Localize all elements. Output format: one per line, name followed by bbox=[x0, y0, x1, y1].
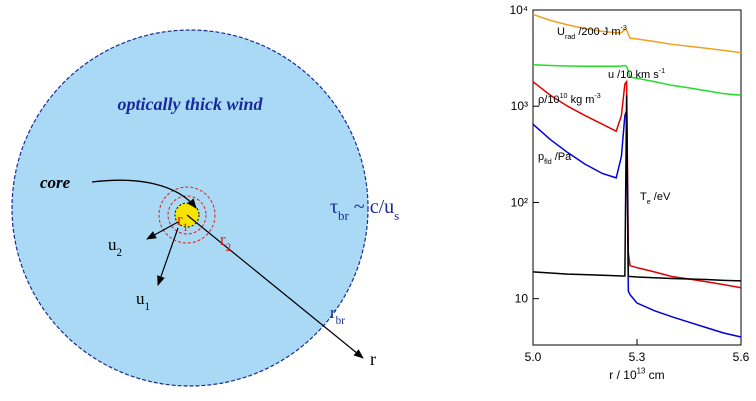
subscript: 2 bbox=[117, 247, 123, 259]
text-part: r / 10 bbox=[609, 368, 637, 382]
subscript: br bbox=[336, 315, 346, 327]
wind-label: optically thick wind bbox=[117, 94, 263, 114]
x-tick-label: 5.0 bbox=[525, 350, 542, 364]
series-line bbox=[533, 82, 741, 288]
series-label: u /10 km s-1 bbox=[608, 67, 665, 81]
subscript: 2 bbox=[226, 242, 232, 254]
superscript: -3 bbox=[621, 24, 627, 32]
subscript: rad bbox=[565, 33, 575, 41]
x-axis-label: r / 1013 cm bbox=[609, 367, 664, 382]
r-label: r bbox=[370, 349, 376, 369]
superscript: -1 bbox=[659, 67, 665, 75]
y-tick-label: 10⁴ bbox=[509, 3, 528, 17]
text-part: u /10 km s bbox=[608, 69, 659, 81]
text-part: /Pa bbox=[552, 151, 572, 163]
y-tick-label: 10² bbox=[511, 195, 528, 209]
y-tick-label: 10³ bbox=[511, 99, 528, 113]
text-part: U bbox=[557, 26, 565, 38]
text-part: ρ/10 bbox=[538, 94, 560, 106]
superscript: 13 bbox=[637, 367, 646, 376]
plot-frame bbox=[533, 10, 741, 345]
subscript: 1 bbox=[145, 301, 151, 313]
series-line bbox=[533, 111, 741, 337]
series-label: Urad /200 J m-3 bbox=[557, 24, 627, 41]
subscript: 1 bbox=[183, 222, 189, 234]
text-part: cm bbox=[645, 368, 664, 382]
subscript: br bbox=[338, 208, 350, 223]
series-line bbox=[533, 95, 741, 281]
superscript: 10 bbox=[560, 92, 568, 100]
x-tick-label: 5.6 bbox=[733, 350, 750, 364]
text-part: ~ c/u bbox=[349, 196, 394, 218]
subscript: s bbox=[394, 208, 399, 223]
chart: 10 10² 10³ 10⁴ 5.0 5.3 5.6 r / 1013 cm Urad /200… bbox=[509, 3, 749, 382]
core-label: core bbox=[40, 173, 71, 192]
y-tick-label: 10 bbox=[515, 292, 529, 306]
series-label: Te /eV bbox=[640, 191, 671, 206]
diagram: optically thick wind core r1 r2 u2 u1 τb… bbox=[12, 30, 399, 386]
superscript: -3 bbox=[594, 92, 600, 100]
text-part: /200 J m bbox=[575, 26, 620, 38]
figure: optically thick wind core r1 r2 u2 u1 τb… bbox=[0, 0, 756, 401]
series-label: ρ/1010 kg m-3 bbox=[538, 92, 601, 106]
x-tick-label: 5.3 bbox=[629, 350, 646, 364]
subscript: fld bbox=[544, 158, 552, 166]
series-label: pfld /Pa bbox=[538, 151, 572, 166]
text-part: /eV bbox=[651, 191, 671, 203]
text-part: kg m bbox=[568, 94, 595, 106]
text-part: τ bbox=[330, 196, 338, 218]
